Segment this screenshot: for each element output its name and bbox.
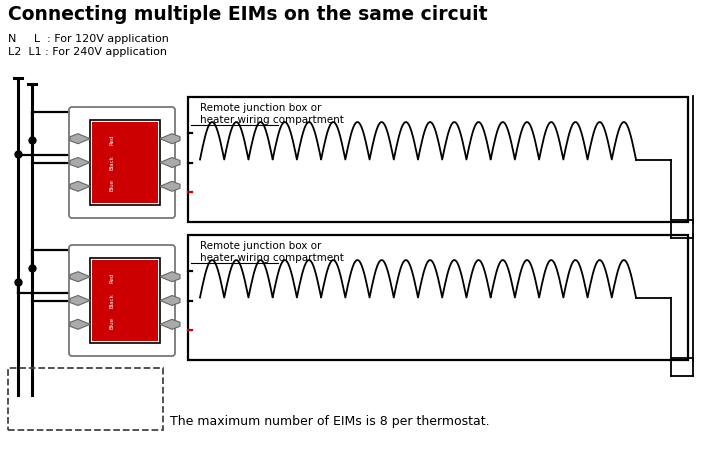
Text: Remote junction box or
heater wiring compartment: Remote junction box or heater wiring com… [200, 103, 344, 124]
Text: Blue: Blue [110, 317, 115, 329]
Polygon shape [70, 133, 90, 144]
Polygon shape [160, 319, 180, 329]
Text: Red: Red [110, 273, 115, 283]
Polygon shape [70, 158, 90, 168]
Text: Remote junction box or
heater wiring compartment: Remote junction box or heater wiring com… [200, 241, 344, 262]
Polygon shape [70, 319, 90, 329]
Polygon shape [160, 181, 180, 191]
Polygon shape [160, 271, 180, 281]
Text: Red: Red [110, 135, 115, 145]
FancyBboxPatch shape [69, 245, 175, 356]
Polygon shape [160, 296, 180, 306]
Polygon shape [160, 133, 180, 144]
Bar [188, 97, 688, 222]
Polygon shape [70, 271, 90, 281]
Bar [8, 368, 163, 430]
Bar [92, 260, 158, 341]
Text: N     L  : For 120V application: N L : For 120V application [8, 34, 169, 44]
Polygon shape [70, 296, 90, 306]
Text: Blue: Blue [110, 179, 115, 191]
FancyBboxPatch shape [69, 107, 175, 218]
Polygon shape [70, 181, 90, 191]
Text: Black: Black [110, 293, 115, 308]
Text: Black: Black [110, 155, 115, 170]
Bar [92, 122, 158, 203]
Text: The maximum number of EIMs is 8 per thermostat.: The maximum number of EIMs is 8 per ther… [170, 415, 490, 428]
Text: L2  L1 : For 240V application: L2 L1 : For 240V application [8, 47, 167, 57]
Text: Connecting multiple EIMs on the same circuit: Connecting multiple EIMs on the same cir… [8, 5, 488, 24]
Bar [188, 235, 688, 360]
Bar [90, 258, 160, 343]
Polygon shape [160, 158, 180, 168]
Bar [90, 120, 160, 205]
